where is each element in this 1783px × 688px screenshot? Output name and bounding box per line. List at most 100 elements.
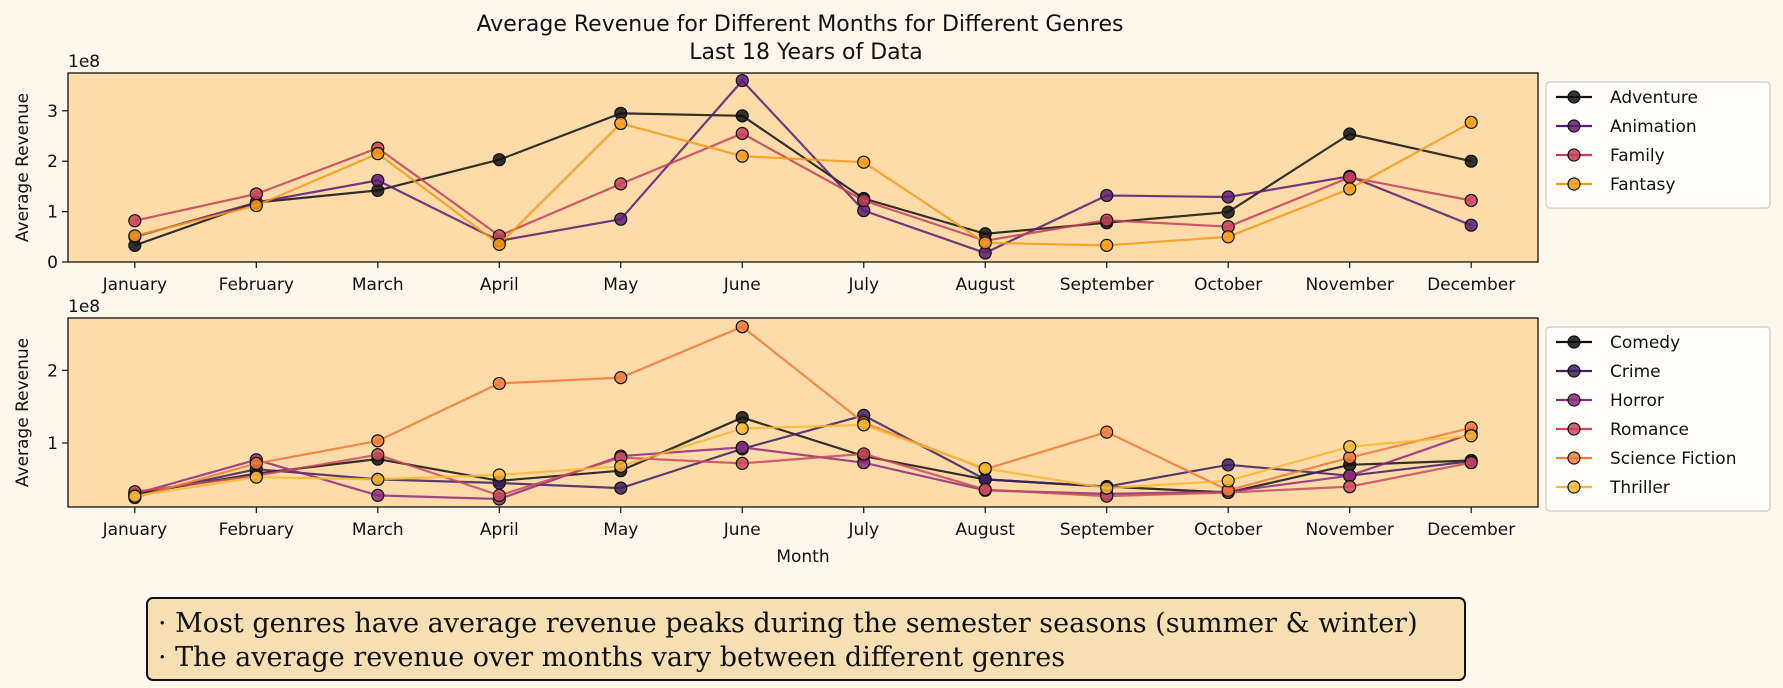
data-point (1343, 440, 1357, 454)
chart-title-line-2: Last 18 Years of Data (689, 40, 923, 65)
data-point (614, 212, 628, 226)
data-point (1221, 230, 1235, 244)
x-tick-label: August (955, 520, 1015, 540)
series-line (134, 414, 1472, 497)
legend-label: Adventure (1610, 88, 1698, 108)
x-tick-label: March (352, 520, 404, 540)
data-point (1464, 429, 1478, 443)
legend-item: Fantasy (1556, 175, 1675, 195)
series-line (134, 121, 1472, 247)
y-tick-label: 2 (47, 361, 58, 381)
data-point (614, 371, 628, 385)
legend-item: Romance (1556, 420, 1689, 440)
data-point (1100, 188, 1114, 203)
x-tick-label: July (847, 520, 879, 540)
data-point (735, 421, 749, 436)
x-tick-label: September (1060, 275, 1154, 295)
legend-marker (1567, 393, 1581, 407)
data-point (492, 237, 506, 251)
legend-frame (1545, 326, 1771, 512)
legend-label: Fantasy (1610, 175, 1675, 195)
data-point (371, 147, 385, 161)
x-tick-label: February (219, 520, 294, 540)
data-point (1464, 115, 1478, 129)
data-point (614, 481, 628, 495)
x-tick-label: October (1194, 275, 1262, 295)
legend-label: Thriller (1609, 478, 1670, 498)
x-tick-label: February (219, 275, 294, 295)
data-point (371, 448, 385, 462)
legend-marker (1567, 364, 1581, 378)
x-axis-label: Month (776, 547, 829, 567)
data-point (1221, 474, 1235, 488)
x-tick-label: November (1305, 520, 1393, 540)
legend-label: Comedy (1610, 333, 1680, 353)
legend: Adventure Animation Family Fantasy (1545, 81, 1771, 209)
data-point (128, 214, 142, 228)
data-point (492, 376, 506, 391)
data-point (1221, 205, 1235, 219)
legend-label: Animation (1610, 117, 1697, 137)
x-tick-label: September (1060, 520, 1154, 540)
data-point (492, 488, 506, 502)
data-point (735, 109, 749, 123)
x-tick-label: January (102, 275, 167, 295)
data-point (249, 470, 263, 484)
data-point (1221, 190, 1235, 204)
chart-title-line-1: Average Revenue for Different Months for… (477, 12, 1124, 37)
data-point (1343, 469, 1357, 483)
data-point (614, 459, 628, 473)
data-point (249, 187, 263, 201)
data-point (371, 472, 385, 486)
x-tick-label: August (955, 275, 1015, 295)
data-point (1100, 425, 1114, 439)
y-axis-multiplier: 1e8 (68, 52, 100, 72)
x-tick-label: May (603, 275, 638, 295)
legend-marker (1567, 177, 1581, 191)
y-tick-label: 2 (47, 152, 58, 172)
data-point (735, 410, 749, 425)
data-point (735, 73, 749, 88)
y-tick-label: 1 (47, 434, 58, 454)
legend-label: Crime (1610, 362, 1661, 382)
legend-marker (1567, 148, 1581, 162)
legend-item: Crime (1556, 362, 1661, 382)
series-line (134, 423, 1472, 498)
data-point (614, 116, 628, 131)
x-tick-label: June (723, 520, 761, 540)
data-point (1343, 450, 1357, 465)
legend-item: Adventure (1556, 88, 1698, 108)
data-point (1464, 456, 1478, 470)
data-point (735, 456, 749, 470)
x-tick-label: November (1305, 275, 1393, 295)
x-tick-label: December (1427, 275, 1515, 295)
data-point (371, 488, 385, 502)
chart-panel-1: 0 1 2 3 1e8 Average Revenue January February Mar… (13, 52, 1771, 295)
data-point (1343, 127, 1357, 141)
data-point (249, 456, 263, 470)
series-line (134, 452, 1472, 498)
data-point (978, 236, 992, 250)
legend-item: Horror (1556, 391, 1664, 411)
legend-frame (1545, 81, 1771, 209)
series-line (134, 112, 1472, 247)
y-tick-label: 1 (47, 203, 58, 223)
data-point (1464, 218, 1478, 232)
x-tick-label: April (480, 520, 519, 540)
annotation-line-1: · Most genres have average revenue peaks… (158, 608, 1418, 639)
data-point (735, 320, 749, 334)
data-point (371, 173, 385, 187)
data-point (614, 177, 628, 191)
data-point (1343, 480, 1357, 494)
legend: Comedy Crime Horror Romance Science Fiction T… (1545, 326, 1771, 512)
series-line (134, 132, 1472, 242)
series-line (134, 416, 1472, 495)
data-point (1343, 170, 1357, 184)
legend-marker (1567, 335, 1581, 349)
data-point (1100, 213, 1114, 227)
x-tick-label: January (102, 520, 167, 540)
data-point (857, 193, 871, 208)
legend-label: Horror (1610, 391, 1664, 411)
data-point (978, 482, 992, 497)
